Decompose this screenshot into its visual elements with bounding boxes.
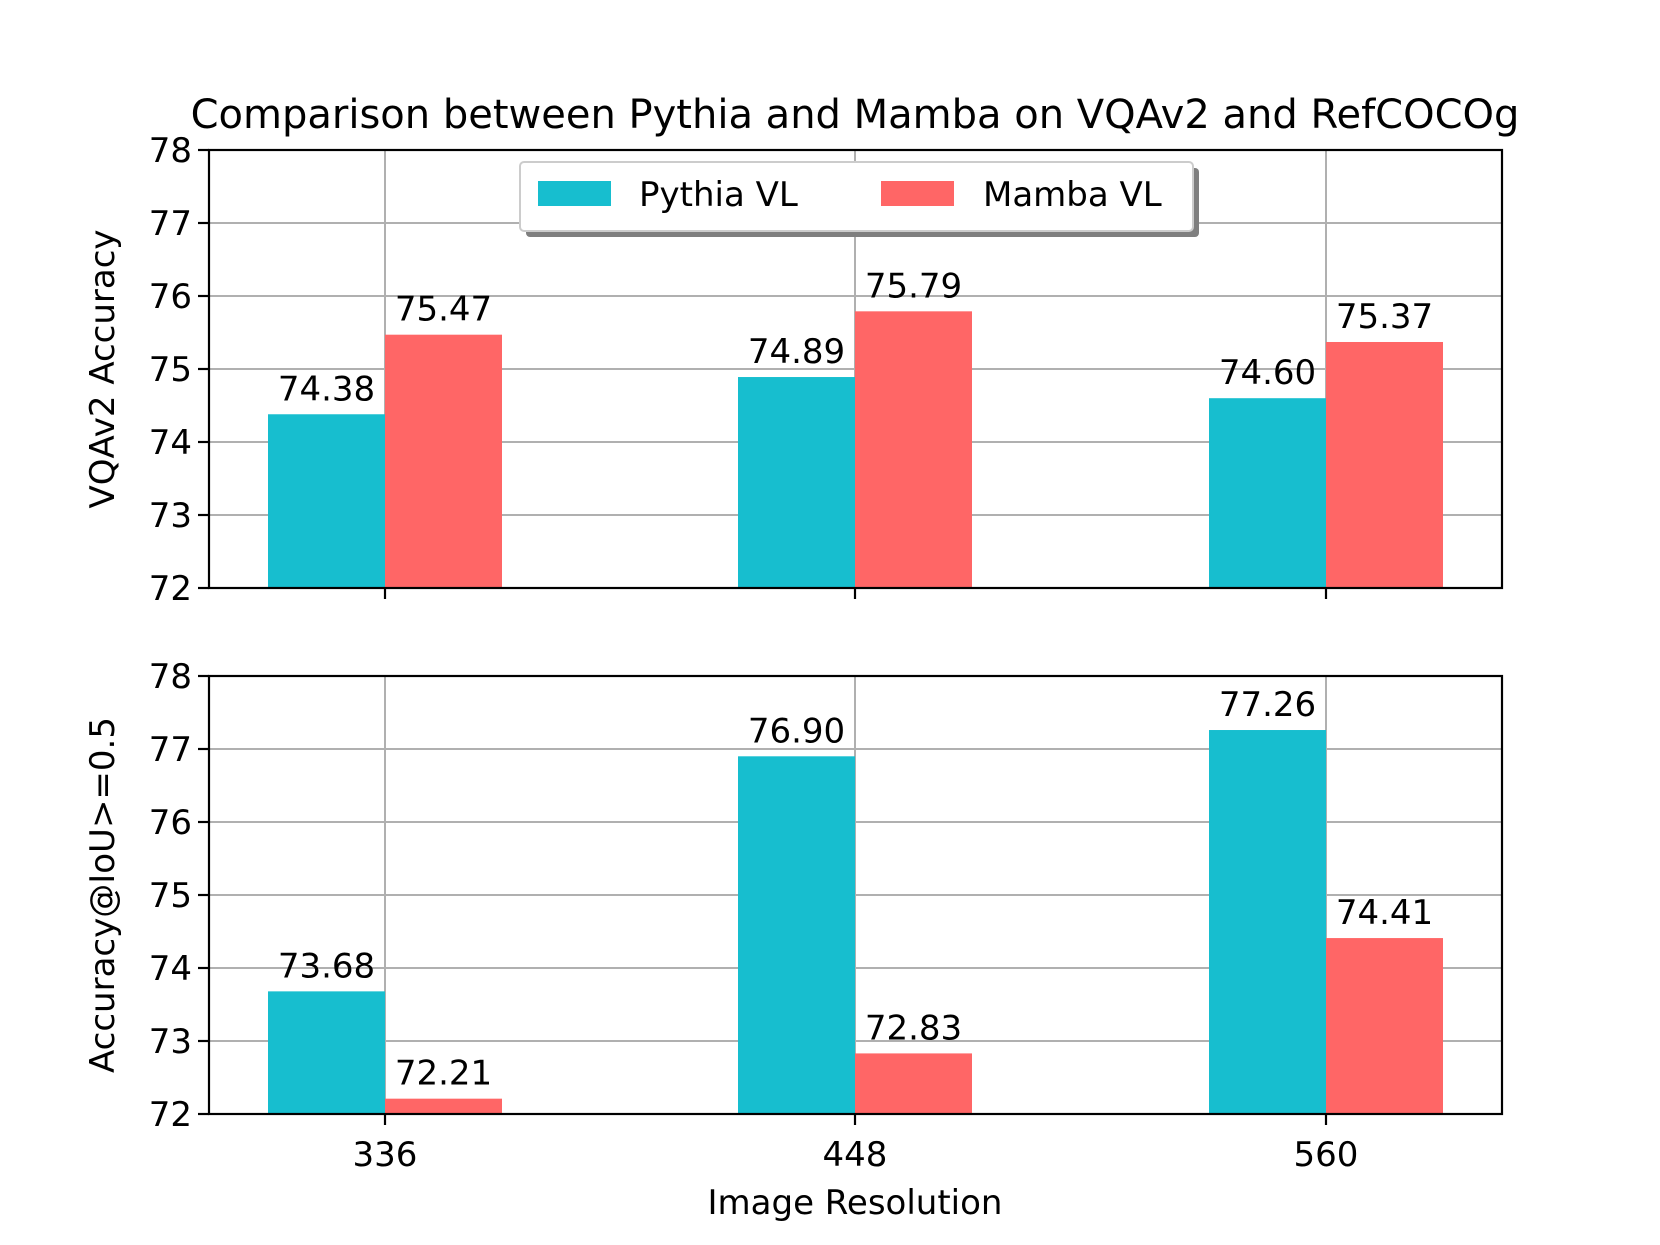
data-label-pythia-vl: 74.60 — [1219, 353, 1316, 393]
data-label-pythia-vl: 77.26 — [1219, 685, 1316, 725]
y-tick-label: 77 — [149, 730, 192, 770]
bar-pythia-vl — [1209, 398, 1326, 588]
bar-pythia-vl — [738, 377, 855, 588]
y-axis-label: VQAv2 Accuracy — [83, 229, 123, 508]
y-tick-label: 74 — [149, 423, 192, 463]
bar-mamba-vl — [1326, 341, 1443, 588]
data-label-mamba-vl: 74.41 — [1336, 893, 1433, 933]
y-tick-label: 73 — [149, 1022, 192, 1062]
y-tick-label: 73 — [149, 496, 192, 536]
bar-mamba-vl — [385, 1098, 502, 1114]
bar-mamba-vl — [385, 334, 502, 588]
chart-title: Comparison between Pythia and Mamba on V… — [191, 92, 1520, 138]
data-label-pythia-vl: 74.38 — [278, 369, 375, 409]
x-tick-label: 560 — [1294, 1135, 1359, 1175]
legend: Pythia VL Mamba VL — [519, 161, 1199, 237]
data-label-pythia-vl: 74.89 — [748, 332, 845, 372]
data-label-mamba-vl: 75.79 — [865, 266, 962, 306]
y-tick-label: 78 — [149, 131, 192, 171]
y-tick-label: 78 — [149, 657, 192, 697]
refcocog-panel: 73.68 76.90 77.26 72.21 72.83 74.41 72 73 74 75 76… — [83, 657, 1504, 1175]
bar-pythia-vl — [268, 414, 385, 588]
y-tick-label: 76 — [149, 277, 192, 317]
legend-box — [519, 161, 1194, 232]
bar-pythia-vl — [1209, 730, 1326, 1114]
y-tick-label: 74 — [149, 949, 192, 989]
data-label-mamba-vl: 72.21 — [395, 1054, 492, 1094]
data-label-mamba-vl: 75.47 — [395, 290, 492, 330]
y-tick-label: 76 — [149, 803, 192, 843]
legend-swatch-mamba-vl — [881, 181, 954, 206]
bar-mamba-vl — [1326, 938, 1443, 1114]
y-axis-label: Accuracy@IoU>=0.5 — [83, 717, 123, 1073]
legend-swatch-pythia-vl — [538, 181, 611, 206]
bar-pythia-vl — [738, 756, 855, 1114]
bar-mamba-vl — [855, 1053, 972, 1114]
y-tick-label: 77 — [149, 204, 192, 244]
y-tick-label: 72 — [149, 569, 192, 609]
bar-mamba-vl — [855, 311, 972, 588]
legend-label-pythia-vl: Pythia VL — [639, 175, 798, 215]
vqav2-panel: 74.38 74.89 74.60 75.47 75.79 75.37 72 73 74 75 76… — [83, 131, 1504, 609]
bar-pythia-vl — [268, 991, 385, 1114]
data-label-mamba-vl: 75.37 — [1336, 297, 1433, 337]
y-tick-label: 75 — [149, 350, 192, 390]
x-tick-label: 336 — [353, 1135, 418, 1175]
data-label-pythia-vl: 76.90 — [748, 711, 845, 751]
x-axis-label: Image Resolution — [708, 1183, 1003, 1223]
data-label-pythia-vl: 73.68 — [278, 946, 375, 986]
x-tick-label: 448 — [823, 1135, 888, 1175]
y-tick-label: 72 — [149, 1095, 192, 1135]
data-label-mamba-vl: 72.83 — [865, 1008, 962, 1048]
legend-label-mamba-vl: Mamba VL — [983, 175, 1162, 215]
y-tick-label: 75 — [149, 876, 192, 916]
